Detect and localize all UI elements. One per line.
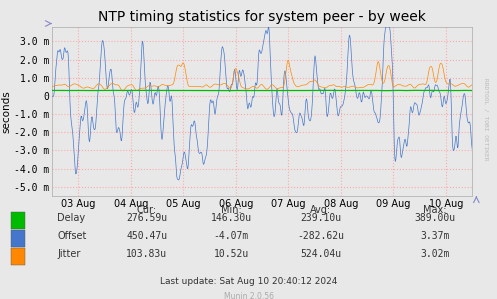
- Text: Munin 2.0.56: Munin 2.0.56: [224, 292, 273, 299]
- Text: 524.04u: 524.04u: [300, 249, 341, 259]
- Text: -282.62u: -282.62u: [297, 231, 344, 241]
- Text: -4.07m: -4.07m: [214, 231, 248, 241]
- Text: Last update: Sat Aug 10 20:40:12 2024: Last update: Sat Aug 10 20:40:12 2024: [160, 277, 337, 286]
- Text: Min:: Min:: [221, 205, 242, 215]
- Text: 276.59u: 276.59u: [126, 213, 167, 223]
- Text: 239.10u: 239.10u: [300, 213, 341, 223]
- Text: 146.30u: 146.30u: [211, 213, 251, 223]
- Text: 389.00u: 389.00u: [414, 213, 455, 223]
- Y-axis label: seconds: seconds: [1, 90, 11, 133]
- Text: 3.37m: 3.37m: [420, 231, 450, 241]
- Text: Offset: Offset: [57, 231, 86, 241]
- Text: Cur:: Cur:: [137, 205, 157, 215]
- Text: 103.83u: 103.83u: [126, 249, 167, 259]
- Text: 3.02m: 3.02m: [420, 249, 450, 259]
- Text: RRDTOOL / TOBI OETIKER: RRDTOOL / TOBI OETIKER: [483, 78, 488, 161]
- Title: NTP timing statistics for system peer - by week: NTP timing statistics for system peer - …: [98, 10, 426, 24]
- Text: Max:: Max:: [423, 205, 447, 215]
- Text: 450.47u: 450.47u: [126, 231, 167, 241]
- Text: Avg:: Avg:: [310, 205, 331, 215]
- Text: Delay: Delay: [57, 213, 85, 223]
- Text: Jitter: Jitter: [57, 249, 81, 259]
- Text: 10.52u: 10.52u: [214, 249, 248, 259]
